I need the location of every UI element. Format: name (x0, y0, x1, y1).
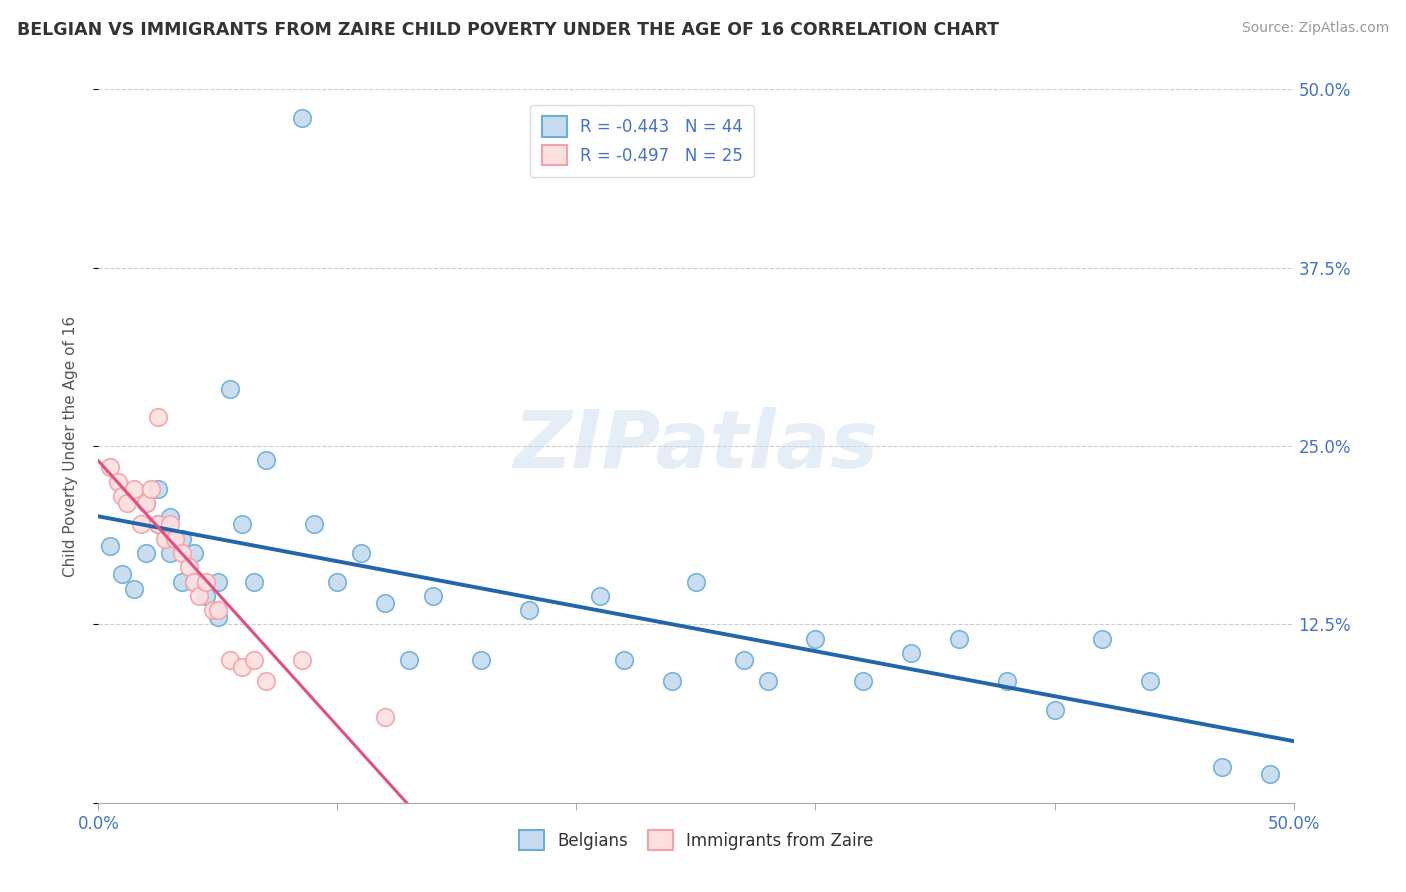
Point (207, 610, 229, 624)
Point (219, 653, 242, 667)
Point (398, 653, 420, 667)
Point (135, 496, 157, 510)
Point (115, 496, 138, 510)
Point (195, 589, 218, 603)
Point (183, 574, 205, 589)
Point (148, 517, 170, 532)
Point (685, 574, 707, 589)
Legend: Belgians, Immigrants from Zaire: Belgians, Immigrants from Zaire (510, 822, 882, 859)
Point (195, 574, 218, 589)
Point (155, 532, 177, 546)
Point (207, 603, 229, 617)
Point (243, 574, 266, 589)
Y-axis label: Child Poverty Under the Age of 16: Child Poverty Under the Age of 16 (63, 316, 77, 576)
Point (1211, 760, 1233, 774)
Point (254, 674, 277, 689)
Point (661, 674, 683, 689)
Point (187, 589, 209, 603)
Point (172, 546, 194, 560)
Point (231, 660, 253, 674)
Point (148, 517, 170, 532)
Point (756, 674, 779, 689)
Point (148, 410, 170, 425)
Point (159, 510, 181, 524)
Point (374, 710, 396, 724)
Point (470, 653, 492, 667)
Text: BELGIAN VS IMMIGRANTS FROM ZAIRE CHILD POVERTY UNDER THE AGE OF 16 CORRELATION C: BELGIAN VS IMMIGRANTS FROM ZAIRE CHILD P… (17, 21, 998, 38)
Point (148, 482, 170, 496)
Point (302, 517, 325, 532)
Point (163, 532, 186, 546)
Point (589, 589, 612, 603)
Point (124, 582, 146, 596)
Point (131, 517, 153, 532)
Point (254, 453, 277, 467)
Point (804, 632, 827, 646)
Point (1258, 767, 1281, 781)
Point (995, 674, 1018, 689)
Point (852, 674, 875, 689)
Point (135, 546, 157, 560)
Point (1043, 703, 1066, 717)
Point (517, 603, 540, 617)
Point (107, 475, 129, 489)
Point (98, 460, 122, 475)
Point (291, 111, 314, 125)
Point (1139, 674, 1161, 689)
Point (900, 646, 922, 660)
Point (139, 482, 162, 496)
Text: ZIPatlas: ZIPatlas (513, 407, 879, 485)
Point (172, 532, 194, 546)
Point (111, 567, 134, 582)
Point (733, 653, 755, 667)
Point (948, 632, 970, 646)
Point (179, 560, 201, 574)
Point (219, 382, 242, 396)
Point (135, 496, 157, 510)
Point (1091, 632, 1114, 646)
Point (202, 603, 225, 617)
Point (183, 546, 205, 560)
Point (207, 574, 229, 589)
Point (613, 653, 636, 667)
Point (159, 517, 181, 532)
Point (98, 539, 122, 553)
Point (111, 489, 134, 503)
Point (422, 589, 444, 603)
Point (350, 546, 373, 560)
Point (124, 482, 146, 496)
Point (374, 596, 396, 610)
Text: Source: ZipAtlas.com: Source: ZipAtlas.com (1241, 21, 1389, 35)
Point (243, 653, 266, 667)
Point (183, 574, 205, 589)
Point (231, 517, 253, 532)
Point (159, 546, 181, 560)
Point (326, 574, 349, 589)
Point (291, 653, 314, 667)
Point (172, 574, 194, 589)
